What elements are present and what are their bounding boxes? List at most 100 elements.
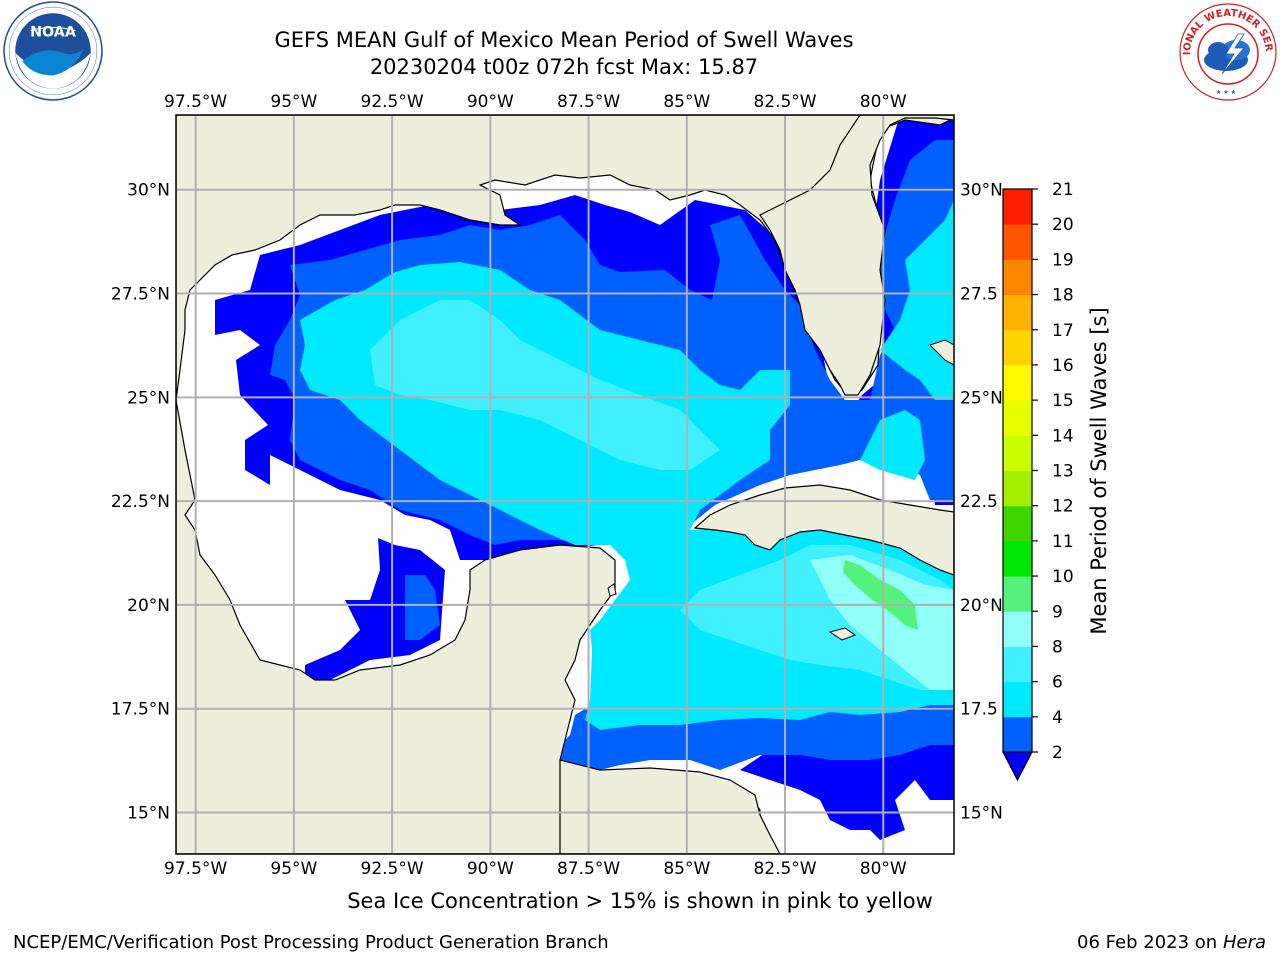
caption-text: Sea Ice Concentration > 15% is shown in … — [347, 889, 933, 913]
band-4-6-cuba — [860, 410, 925, 480]
map-caption: Sea Ice Concentration > 15% is shown in … — [0, 889, 1280, 913]
title-line-1: GEFS MEAN Gulf of Mexico Mean Period of … — [274, 28, 854, 52]
lat-label-right: 17.5 — [960, 700, 998, 720]
colorbar-tick-label: 4 — [1052, 708, 1063, 728]
lat-label-right: 20°N — [960, 596, 1003, 616]
map-frame — [175, 114, 955, 855]
lat-labels-left: 30°N 27.5°N 25°N 22.5°N 20°N 17.5°N 15°N — [111, 181, 170, 824]
colorbar-tick-label: 13 — [1052, 462, 1074, 482]
footer-credit: NCEP/EMC/Verification Post Processing Pr… — [13, 932, 609, 953]
lat-label-right: 15°N — [960, 803, 1003, 823]
colorbar-segment — [1003, 576, 1032, 612]
lat-label-right: 27.5 — [960, 285, 998, 305]
lon-label-top: 95°W — [270, 92, 317, 112]
svg-text:★ ★ ★: ★ ★ ★ — [1216, 89, 1236, 96]
colorbar-tick-label: 18 — [1052, 286, 1074, 306]
lon-label-top: 85°W — [663, 92, 710, 112]
swell-period-field — [176, 115, 954, 854]
nws-logo: NATIONAL WEATHER SERVICE ★ ★ ★ — [1178, 2, 1277, 101]
lat-label-right: 25°N — [960, 388, 1003, 408]
colorbar-extend-arrow — [1002, 751, 1033, 782]
footer-date: 06 Feb 2023 on Hera — [1077, 932, 1266, 953]
lat-label-left: 17.5°N — [111, 700, 170, 720]
lat-labels-right: 30°N 27.5 25°N 22.5 20°N 17.5 15°N — [960, 181, 1003, 824]
lon-label-bottom: 80°W — [860, 859, 907, 879]
land-cuba — [693, 484, 954, 576]
land-jamaica — [828, 627, 857, 641]
colorbar-tick-label: 9 — [1052, 602, 1063, 622]
graticule — [176, 115, 954, 854]
colorbar-segment — [1003, 364, 1032, 401]
lon-label-bottom: 90°W — [467, 859, 514, 879]
lon-label-bottom: 92.5°W — [361, 859, 424, 879]
colorbar-segment — [1003, 294, 1032, 331]
colorbar-tick-label: 14 — [1052, 426, 1074, 446]
colorbar-tick-label: 15 — [1052, 391, 1074, 411]
land-florida — [759, 115, 954, 396]
colorbar-tick-label: 6 — [1052, 673, 1063, 693]
colorbar-segment — [1003, 505, 1032, 542]
colorbar-segment — [1003, 611, 1032, 647]
colorbar-segment — [1003, 224, 1032, 260]
colorbar-tick-label: 16 — [1052, 356, 1074, 376]
lon-labels-bottom: 97.5°W 95°W 92.5°W 90°W 87.5°W 85°W 82.5°W 80°W — [164, 859, 907, 879]
land-central-america — [559, 759, 781, 854]
title-line-2: 20230204 t00z 072h fcst Max: 15.87 — [369, 55, 759, 79]
colorbar-tick-label: 8 — [1052, 637, 1063, 657]
lon-label-top: 97.5°W — [164, 92, 227, 112]
noaa-logo: NOAA — [3, 1, 103, 101]
footer-host: Hera — [1222, 932, 1266, 953]
lat-label-left: 22.5°N — [111, 492, 170, 512]
band-6-8 — [370, 300, 720, 470]
colorbar-segment — [1003, 716, 1032, 753]
colorbar-segment — [1003, 646, 1032, 683]
lon-label-bottom: 85°W — [663, 859, 710, 879]
land — [176, 115, 954, 854]
lat-label-left: 30°N — [127, 181, 170, 201]
colorbar-segment — [1003, 400, 1032, 436]
map-plot-area — [176, 115, 954, 854]
lat-label-right: 30°N — [960, 181, 1003, 201]
colorbar-segment — [1003, 681, 1032, 718]
colorbar-label: Mean Period of Swell Waves [s] — [1087, 307, 1111, 634]
colorbar-tick-label: 21 — [1052, 180, 1074, 200]
lon-label-top: 92.5°W — [361, 92, 424, 112]
colorbar-segment — [1003, 540, 1032, 577]
colorbar-segment — [1003, 189, 1032, 225]
colorbar-tick-label: 12 — [1052, 497, 1074, 517]
lon-label-bottom: 82.5°W — [753, 859, 816, 879]
lon-label-top: 87.5°W — [557, 92, 620, 112]
band-below-2-bay — [305, 538, 445, 680]
band-2-4-bay — [405, 575, 440, 640]
colorbar-segment — [1003, 259, 1032, 296]
lat-label-left: 20°N — [127, 596, 170, 616]
colorbar-tick-label: 10 — [1052, 567, 1074, 587]
lon-label-top: 80°W — [860, 92, 907, 112]
colorbar: 2 4 6 8 9 10 11 12 13 14 15 16 17 18 19 20 21 — [1002, 180, 1074, 782]
lat-label-left: 25°N — [127, 388, 170, 408]
lon-label-top: 82.5°W — [753, 92, 816, 112]
colorbar-tick-label: 17 — [1052, 321, 1074, 341]
colorbar-segment — [1003, 329, 1032, 366]
land-bahamas — [929, 339, 954, 366]
lat-label-left: 27.5°N — [111, 285, 170, 305]
lon-label-bottom: 97.5°W — [164, 859, 227, 879]
colorbar-tick-label: 20 — [1052, 215, 1074, 235]
band-9-10 — [843, 560, 918, 630]
lat-label-right: 22.5 — [960, 492, 998, 512]
land-cozumel — [607, 583, 617, 597]
band-8-9 — [810, 555, 954, 690]
lon-label-bottom: 87.5°W — [557, 859, 620, 879]
lat-label-left: 15°N — [127, 803, 170, 823]
colorbar-tick-label: 11 — [1052, 532, 1074, 552]
footer-date-text: 06 Feb 2023 on — [1077, 932, 1218, 953]
noaa-logo-text: NOAA — [30, 25, 76, 41]
colorbar-tick-label: 2 — [1052, 743, 1063, 763]
colorbar-segment — [1003, 435, 1032, 471]
colorbar-segment — [1003, 470, 1032, 507]
lon-label-top: 90°W — [467, 92, 514, 112]
lon-label-bottom: 95°W — [270, 859, 317, 879]
colorbar-tick-label: 19 — [1052, 250, 1074, 270]
lon-labels-top: 97.5°W 95°W 92.5°W 90°W 87.5°W 85°W 82.5°W 80°W — [164, 92, 907, 112]
